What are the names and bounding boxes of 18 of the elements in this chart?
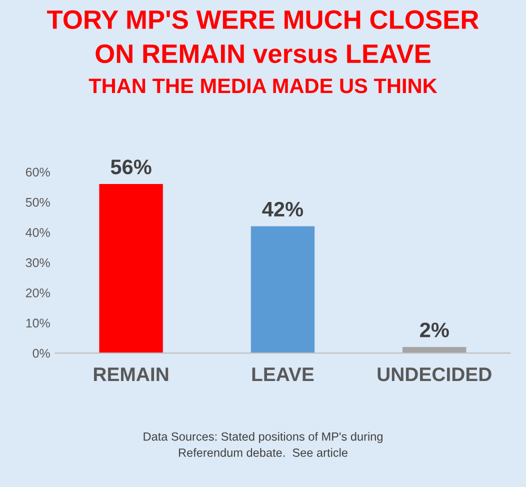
data-label: 56% bbox=[110, 160, 152, 174]
data-label: 2% bbox=[420, 322, 449, 338]
y-tick-label: 0% bbox=[32, 348, 50, 358]
y-tick-label: 50% bbox=[26, 198, 50, 207]
x-tick-label: LEAVE bbox=[252, 368, 314, 382]
bar bbox=[250, 226, 315, 354]
x-tick-label: REMAIN bbox=[94, 368, 168, 382]
bar bbox=[99, 184, 163, 354]
y-tick-label: 20% bbox=[26, 288, 50, 298]
text: Data Sources: Stated positions of MP's during Referendum debate. See article bbox=[144, 432, 382, 457]
bar bbox=[402, 347, 466, 354]
x-tick-label: UNDECIDED bbox=[378, 367, 492, 382]
y-tick-label: 60% bbox=[26, 168, 50, 177]
data-label: 42% bbox=[262, 202, 304, 217]
chart-title: TORY MP'S WERE MUCH CLOSER ON REMAIN versus LEAVE THAN THE MEDIA MADE US THINK bbox=[47, 10, 479, 94]
y-tick-label: 10% bbox=[26, 318, 50, 328]
y-tick-label: 30% bbox=[26, 258, 50, 268]
y-tick-label: 40% bbox=[26, 228, 50, 237]
